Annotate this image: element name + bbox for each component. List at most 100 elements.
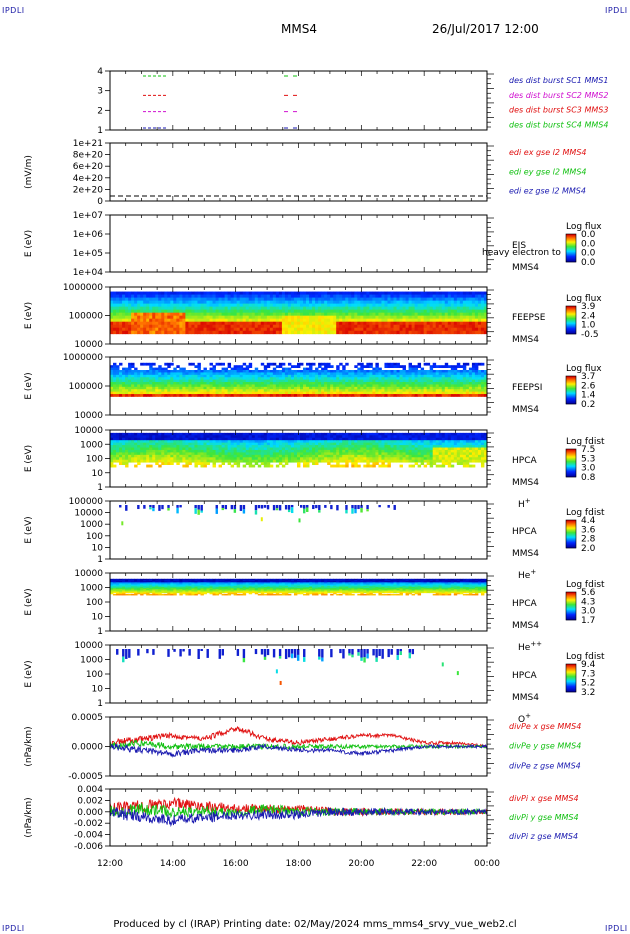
spectrogram-cell (290, 291, 295, 295)
spectrogram-cell (357, 391, 361, 395)
spectrogram-cell (456, 312, 461, 317)
spectrogram-cell (351, 454, 355, 458)
spectrogram-cell (456, 389, 461, 393)
spectrogram-cell (477, 432, 482, 436)
spectrogram-cell (444, 303, 449, 308)
spectrogram-cell (155, 379, 159, 383)
spectrogram-cell (239, 309, 244, 314)
spectrogram-cell (248, 457, 253, 461)
spectrogram-cell (191, 321, 195, 326)
spectrogram-cell (426, 394, 431, 397)
spectrogram-cell (275, 432, 280, 436)
spectrogram-cell (119, 309, 123, 314)
spectrogram-cell (399, 452, 403, 456)
spectrogram-cell (360, 367, 364, 371)
spectrogram-cell (296, 382, 301, 385)
spectrogram-cell (269, 384, 274, 388)
spectrogram-cell (296, 449, 301, 453)
spectrogram-cell (471, 327, 476, 332)
spectrogram-cell (381, 432, 385, 436)
spectrogram-cell (251, 437, 256, 441)
spectrogram-cell (197, 324, 201, 329)
spectrogram-cell (170, 315, 174, 320)
spectrogram-cell (327, 382, 331, 385)
spectrogram-cell (155, 440, 159, 444)
spectrogram-cell (173, 391, 177, 395)
spectrogram-cell (363, 382, 367, 385)
spectrogram-cell (477, 377, 482, 381)
spectrogram-cell (351, 389, 355, 393)
spectrogram-cell (366, 442, 370, 446)
spectrogram-cell (290, 300, 295, 305)
spectrogram-cell (122, 442, 126, 446)
spectrogram-cell (296, 445, 301, 448)
spectrogram-cell (113, 324, 117, 329)
spectrogram-cell (390, 447, 394, 451)
spectrogram-cell (357, 449, 361, 453)
spectrogram-cell (293, 315, 298, 320)
spectrogram-cell (447, 300, 452, 305)
spectrogram-cell (110, 454, 114, 458)
spectrogram-cell (438, 459, 443, 463)
spectrogram-cell (230, 440, 235, 444)
spectrogram-cell (381, 309, 385, 314)
spectrogram-cell (113, 589, 117, 591)
spectrogram-cell (116, 592, 120, 595)
spectrogram-cell (128, 362, 132, 366)
spectrogram-cell (182, 454, 186, 458)
spectrogram-cell (119, 578, 123, 581)
spectrogram-cell (363, 294, 367, 298)
spectrogram-cell (321, 435, 325, 439)
spectrogram-cell (396, 315, 400, 320)
spectrogram-cell (465, 306, 470, 311)
spectrogram-cell (146, 318, 150, 323)
spectrogram-cell (155, 324, 159, 329)
spectrogram-cell (158, 297, 162, 301)
spectrogram-cell (263, 318, 268, 323)
spectrogram-cell (251, 379, 256, 383)
spectrogram-cell (480, 454, 485, 458)
spectrogram-cell (110, 309, 114, 314)
spectrogram-cell (426, 309, 431, 314)
spectrogram-cell (465, 449, 470, 453)
spectrogram-cell (131, 309, 135, 314)
spectrogram-cell (197, 294, 201, 298)
spectrogram-cell (296, 454, 301, 458)
spectrogram-cell (116, 582, 120, 584)
spectrogram-cell (230, 459, 235, 463)
spectrogram-cell (339, 303, 343, 308)
spectrogram-cell (396, 318, 400, 323)
spectrogram-cell (408, 449, 412, 453)
spectrogram-cell (275, 382, 280, 385)
spectrogram-cell (312, 330, 316, 335)
spectrogram-cell (360, 391, 364, 395)
spectrogram-cell (113, 300, 117, 305)
spectrogram-cell (221, 449, 226, 453)
spectrogram-cell (215, 370, 219, 373)
spectrogram-cell (387, 457, 391, 461)
spectrogram-cell (333, 452, 337, 456)
spectrogram-cell (429, 291, 434, 295)
spectrogram-cell (290, 365, 295, 369)
spectrogram-cell (363, 464, 367, 468)
spectrogram-cell (128, 432, 132, 436)
spectrogram-cell (417, 374, 422, 378)
spectrogram-cell (245, 384, 250, 388)
spectrogram-cell (462, 386, 467, 390)
spectrogram-cell (387, 454, 391, 458)
spectrogram-cell (254, 382, 259, 385)
spectrogram-cell (233, 379, 238, 383)
spectrogram-cell (351, 377, 355, 381)
spectrogram-cell (179, 449, 183, 453)
spectrogram-cell (275, 394, 280, 397)
spectrogram-cell (287, 384, 292, 388)
spectrogram-cell (483, 303, 488, 308)
spectrogram-cell (212, 447, 216, 451)
spectrogram-cell (176, 447, 180, 451)
spectrogram-cell (465, 452, 470, 456)
spectrogram-cell (351, 300, 355, 305)
spectrogram-cell (143, 386, 147, 390)
spectrogram-cell (188, 384, 192, 388)
spectrogram-cell (327, 330, 331, 335)
spectrogram-cell (390, 372, 394, 376)
